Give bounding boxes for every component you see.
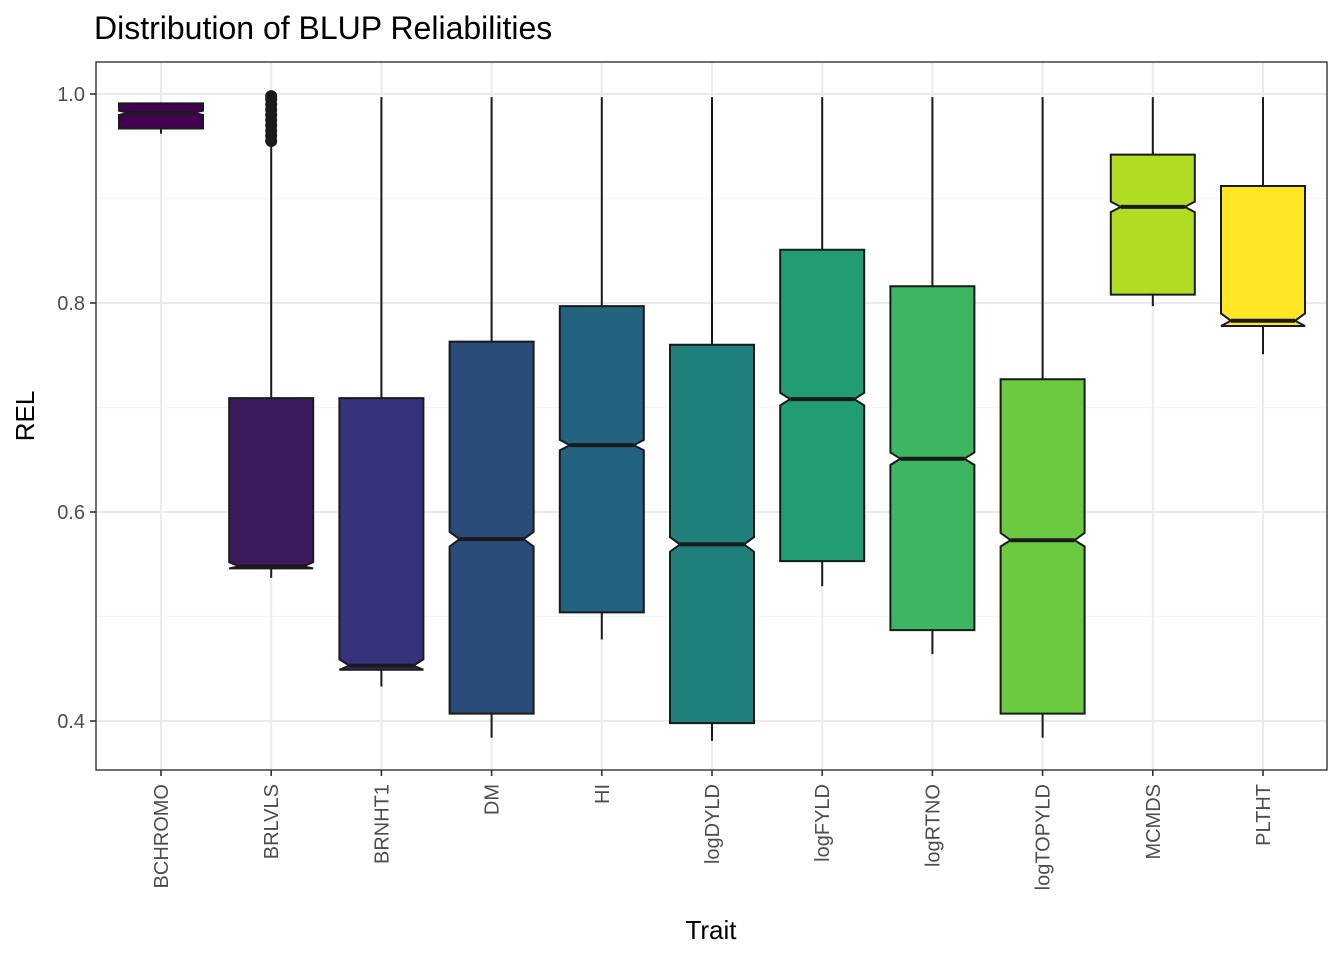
y-tick-label: 1.0 [57, 84, 85, 106]
x-tick-label: logTOPYLD [1033, 784, 1055, 890]
box-logFYLD [779, 97, 866, 587]
x-tick-label: PLTHT [1253, 784, 1275, 846]
box-body [1220, 184, 1306, 327]
outlier-point [265, 90, 278, 103]
x-tick-label: BRNHT1 [371, 784, 393, 864]
box-body [558, 305, 645, 614]
x-tick-label: logRTNO [922, 784, 944, 867]
box-BRLVLS [228, 90, 315, 578]
box-body [669, 343, 755, 725]
box-body [338, 397, 425, 671]
x-tick-label: BCHROMO [151, 784, 173, 888]
box-body [448, 340, 535, 715]
box-BCHROMO [118, 102, 204, 134]
box-body [779, 248, 866, 563]
x-tick-label: MCMDS [1143, 784, 1165, 860]
box-body [118, 102, 204, 130]
y-tick-label: 0.6 [57, 502, 85, 524]
box-logDYLD [669, 97, 755, 741]
boxes [118, 90, 1306, 741]
y-axis-title: REL [10, 391, 40, 442]
x-tick-label: logDYLD [702, 784, 724, 864]
y-tick-label: 0.4 [57, 711, 85, 733]
y-tick-label: 0.8 [57, 293, 85, 315]
box-PLTHT [1220, 97, 1306, 355]
x-axis: BCHROMO BRLVLS BRNHT1 DM HI logDYLD logFYLD log… [151, 770, 1275, 890]
box-body [1109, 153, 1196, 296]
x-tick-label: DM [482, 784, 504, 815]
box-body [228, 397, 315, 570]
box-logRTNO [889, 97, 976, 655]
box-MCMDS [1109, 97, 1196, 307]
chart-title: Distribution of BLUP Reliabilities [94, 10, 552, 46]
box-body [999, 378, 1086, 715]
x-tick-label: BRLVLS [261, 784, 283, 859]
x-tick-label: logFYLD [812, 784, 834, 862]
box-DM [448, 97, 535, 738]
y-axis: 0.4 0.6 0.8 1.0 [57, 84, 96, 733]
x-axis-title: Trait [685, 915, 737, 945]
box-BRNHT1 [338, 97, 425, 687]
box-HI [558, 97, 645, 640]
box-logTOPYLD [999, 97, 1086, 738]
x-tick-label: HI [592, 784, 614, 804]
